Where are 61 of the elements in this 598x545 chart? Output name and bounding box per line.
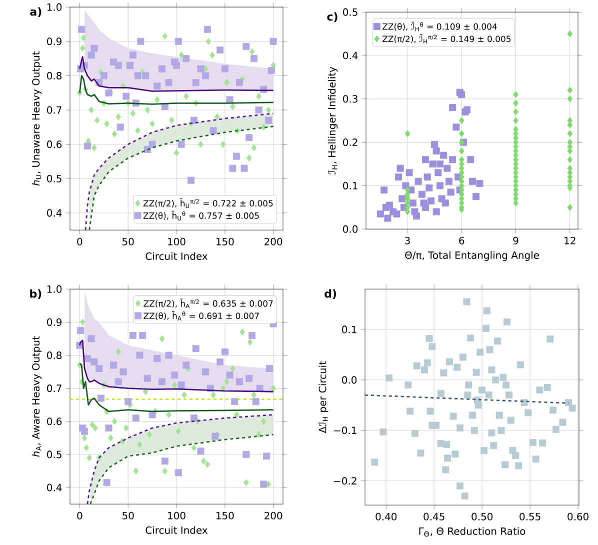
x-axis-title: Circuit Index [146,526,208,534]
y-tick-label: 0.6 [47,140,62,148]
x-tick-label: 150 [216,238,234,246]
y-tick-label: −0.1 [334,426,356,434]
x-tick-label: 0 [77,512,82,520]
x-tick-label: 0.40 [376,512,397,520]
chart-title: d) [324,289,336,300]
x-tick-label: 100 [168,512,186,520]
legend-label: ZZ(π/2), h̄$_{U}$$^{π/2}$ = 0.722 ± 0.005 [143,198,273,208]
y-axis-title: h$_{A}$, Aware Heavy Output [32,336,42,457]
y-tick-label: −0.2 [334,477,356,485]
x-axis-title: Γ$_{Θ}$, Θ Reduction Ratio [419,527,526,537]
chart-title: a) [30,7,42,18]
y-tick-label: 0.3 [343,95,358,103]
chart-title: c) [327,12,338,22]
y-tick-label: 0.7 [47,384,62,392]
x-tick-label: 150 [216,512,234,520]
y-tick-label: 0.9 [47,318,62,326]
y-tick-label: 0.9 [47,38,62,46]
y-tick-label: 0.1 [342,326,356,334]
x-tick-label: 3 [405,236,410,244]
y-axis-title: h$_{U}$, Unaware Heavy Output [32,51,42,186]
y-axis-title: Δℐ$_{H}$ per Circuit [318,361,328,434]
x-tick-label: 12 [564,236,576,244]
x-axis-title: Circuit Index [146,252,208,260]
x-tick-label: 0.50 [472,512,493,520]
y-tick-label: 0.4 [343,52,358,60]
x-tick-label: 6 [459,236,464,244]
y-tick-label: 1.0 [47,285,62,293]
x-tick-label: 200 [264,238,282,246]
y-tick-label: 0.5 [47,174,62,182]
x-tick-label: 0.60 [568,512,588,520]
y-tick-label: 0.8 [47,72,62,80]
x-tick-label: 9 [513,236,518,244]
x-tick-label: 0.45 [424,512,444,520]
x-tick-label: 50 [122,238,134,246]
legend-label: ZZ(π/2), h̄$_{A}$$^{π/2}$ = 0.635 ± 0.007 [144,298,273,308]
legend-label: ZZ(π/2), ℐ̄$_{H}$$^{π/2}$ = 0.149 ± 0.005 [382,34,511,44]
y-tick-label: 0.0 [343,225,358,233]
x-tick-label: 0.55 [520,512,540,520]
y-axis-title: ℐ$_{H}$, Hellinger Infidelity [328,66,338,174]
y-tick-label: 0.5 [343,8,358,16]
legend-label: ZZ(θ), h̄$_{A}$$^{θ}$ = 0.691 ± 0.007 [144,311,259,320]
y-tick-label: 0.5 [47,450,62,458]
y-tick-label: 0.4 [47,484,62,492]
x-tick-label: 0 [77,238,82,246]
legend-label: ZZ(θ), h̄$_{U}$$^{θ}$ = 0.757 ± 0.005 [143,210,259,220]
y-tick-label: 0.2 [343,138,358,146]
y-tick-label: 0.7 [47,106,62,114]
y-tick-label: 1.0 [47,3,62,11]
y-tick-label: 0.6 [47,418,62,426]
x-axis-title: Θ/π, Total Entangling Angle [405,251,539,261]
y-tick-label: 0.0 [342,376,357,384]
y-tick-label: 0.1 [343,182,358,190]
x-tick-label: 100 [168,238,186,246]
chart-title: b) [30,289,42,300]
x-tick-label: 50 [122,512,134,520]
x-tick-label: 200 [264,512,282,520]
y-tick-label: 0.4 [47,209,62,217]
y-tick-label: 0.8 [47,351,62,359]
legend-label: ZZ(θ), ℐ̄$_{H}$$^{θ}$ = 0.109 ± 0.004 [382,22,497,32]
